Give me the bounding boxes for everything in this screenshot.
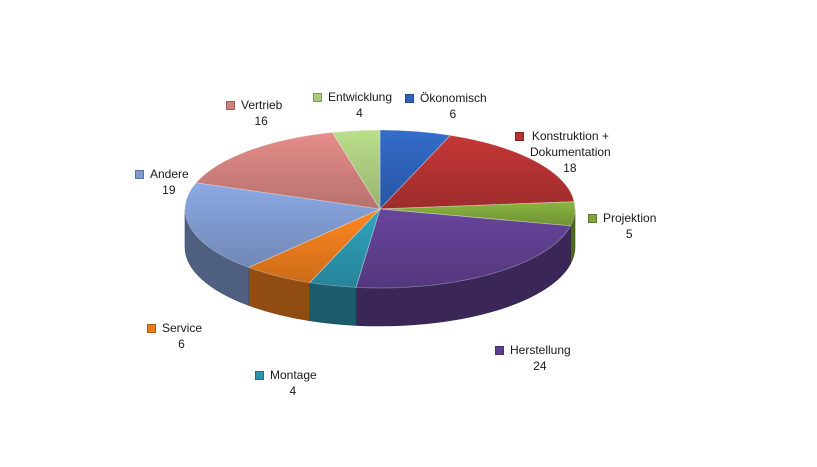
- legend-swatch: [255, 371, 264, 380]
- pie-side-4: [309, 282, 357, 326]
- slice-label: Vertrieb: [241, 98, 283, 112]
- slice-value: 5: [625, 227, 633, 241]
- pie-slice-7: [195, 131, 381, 210]
- callout-7: Vertrieb 16: [226, 97, 282, 129]
- slice-label: Entwicklung: [328, 90, 393, 104]
- slice-value: 18: [563, 161, 577, 175]
- callout-2: Projektion 5: [588, 210, 656, 242]
- slice-value: 6: [449, 107, 457, 121]
- legend-swatch: [588, 214, 597, 223]
- callout-1: Konstruktion + Dokumentation 18: [515, 128, 611, 176]
- slice-value: 24: [533, 359, 547, 373]
- slice-value: 4: [289, 384, 297, 398]
- slice-value: 4: [356, 106, 363, 120]
- slice-value: 16: [254, 114, 268, 128]
- legend-swatch: [147, 324, 156, 333]
- legend-swatch: [405, 94, 414, 103]
- legend-swatch: [515, 132, 524, 141]
- legend-swatch: [313, 93, 322, 102]
- pie-slice-0: [379, 129, 452, 210]
- legend-swatch: [226, 101, 235, 110]
- legend-swatch: [135, 170, 144, 179]
- callout-6: Andere 19: [135, 166, 189, 198]
- slice-value: 6: [178, 337, 185, 351]
- slice-label: Projektion: [603, 211, 657, 225]
- pie-slice-3: [355, 208, 572, 289]
- callout-0: Ökonomisch 6: [405, 90, 487, 122]
- pie-top: [184, 129, 576, 289]
- legend-swatch: [495, 346, 504, 355]
- pie-slice-6: [184, 182, 382, 268]
- slice-label: Service: [162, 321, 203, 335]
- callout-4: Montage 4: [255, 367, 317, 399]
- pie-slice-2: [379, 201, 576, 227]
- pie-slice-5: [247, 208, 381, 284]
- callout-8: Entwicklung 4: [313, 89, 392, 121]
- slice-value: 19: [162, 183, 176, 197]
- slice-label: Ökonomisch: [420, 91, 487, 105]
- pie-slice-1: [379, 134, 575, 210]
- pie-slice-4: [308, 208, 381, 288]
- slice-label: Konstruktion + Dokumentation: [530, 129, 611, 159]
- slice-label: Andere: [150, 167, 189, 181]
- slice-label: Herstellung: [510, 343, 571, 357]
- callout-5: Service 6: [147, 320, 202, 352]
- callout-3: Herstellung 24: [495, 342, 571, 374]
- pie-slice-8: [331, 129, 381, 211]
- pie-sides: [184, 208, 576, 327]
- slice-label: Montage: [270, 368, 317, 382]
